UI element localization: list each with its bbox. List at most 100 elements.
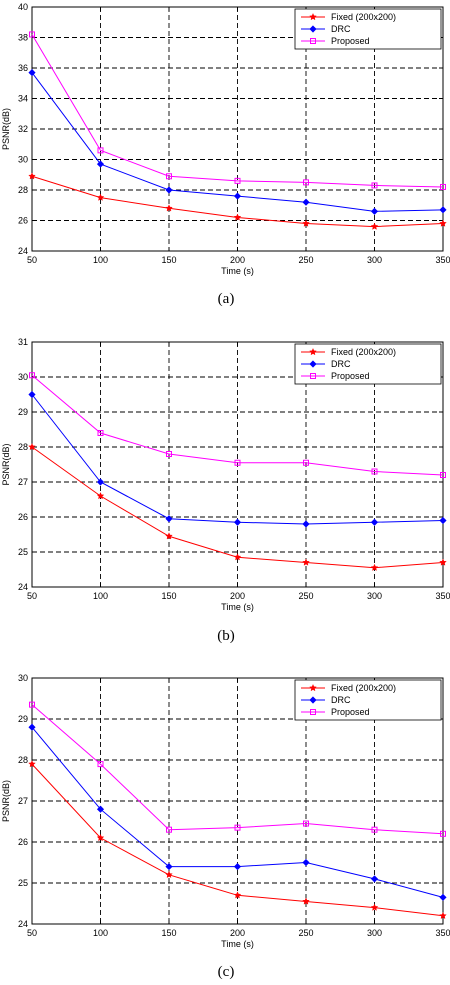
chart-a-y-tick-label-2: 28 (18, 185, 28, 195)
chart-c-caption: (c) (218, 964, 235, 980)
chart-a-x-ticks: 50 100 150 200 250 300 350 (27, 7, 450, 265)
chart-a-series-0-point-3 (233, 213, 242, 221)
chart-a-series-0-point-5 (370, 222, 379, 230)
chart-a-series-2-point-2 (166, 173, 172, 180)
chart-a-series-0-point-2 (165, 204, 173, 212)
chart-c-series-1-point-0 (28, 723, 36, 731)
chart-b-series-1-point-2 (165, 515, 173, 523)
chart-c-y-ticks: 24 25 26 27 28 29 30 (18, 673, 443, 929)
chart-a-series-2-point-5 (371, 182, 378, 189)
chart-a-legend-marker-1 (309, 25, 317, 33)
chart-c-series-2-point-5 (371, 826, 378, 833)
chart-a-series-0-point-0 (28, 172, 36, 180)
chart-c-y-tick-label-4: 28 (18, 755, 28, 765)
chart-c-y-tick-label-6: 30 (18, 673, 28, 683)
chart-a-series-2-point-6 (440, 183, 446, 190)
chart-b-series-0-point-4 (302, 558, 310, 566)
chart-c-x-tick-label-4: 250 (298, 928, 313, 938)
chart-c-legend-marker-1 (309, 696, 317, 704)
chart-c-series-0-point-5 (370, 903, 379, 911)
chart-b-x-tick-label-2: 150 (161, 591, 176, 601)
chart-a-y-tick-label-6: 36 (18, 63, 28, 73)
chart-a-y-axis-label: PSNR(dB) (1, 108, 11, 150)
chart-b-x-axis-label: Time (s) (221, 602, 254, 612)
chart-a-y-ticks: 24 26 28 30 32 34 36 38 40 (18, 2, 443, 256)
chart-b-series-2-point-3 (234, 459, 241, 466)
chart-b-x-tick-label-3: 200 (230, 591, 245, 601)
chart-b-series-line-2 (31, 374, 444, 476)
chart-c-x-ticks: 50 100 150 200 250 300 350 (27, 678, 450, 938)
chart-a-series-1-point-6 (439, 206, 447, 214)
chart-a-series-2-point-4 (303, 179, 309, 186)
chart-c-series-0-point-4 (302, 897, 310, 905)
chart-b-series-1-point-4 (302, 520, 310, 528)
chart-b-legend-label-0: Fixed (200x200) (331, 347, 396, 357)
chart-b-series-0-point-6 (439, 558, 447, 566)
chart-c-series-2-point-0 (29, 701, 35, 708)
chart-a-legend-marker-2 (310, 38, 316, 44)
chart-b-y-tick-label-4: 28 (18, 442, 28, 452)
chart-b-y-axis-label: PSNR(dB) (1, 443, 11, 485)
chart-c-y-tick-label-3: 27 (18, 796, 28, 806)
chart-b-y-tick-label-2: 26 (18, 512, 28, 522)
chart-b-series-0-point-3 (233, 553, 242, 561)
chart-c-series-2-point-4 (303, 820, 309, 827)
chart-a-x-tick-label-2: 150 (161, 255, 176, 265)
chart-b-series-2-point-6 (440, 472, 446, 478)
chart-b-y-tick-label-3: 27 (18, 477, 28, 487)
chart-b-series-0-point-0 (28, 442, 36, 451)
chart-c-series-1-point-2 (165, 863, 173, 871)
chart-b-series-2-point-5 (371, 468, 378, 475)
chart-b-y-tick-label-7: 31 (18, 337, 28, 347)
chart-c-series-2-point-2 (166, 826, 172, 833)
chart-c-series-0-point-2 (165, 870, 173, 879)
chart-b-series-2-point-0 (29, 372, 35, 379)
chart-b-x-ticks: 50 100 150 200 250 300 350 (27, 342, 450, 601)
chart-panel-c: 50 100 150 200 250 300 350 24 25 26 27 28 29 30 Fixe… (1, 673, 450, 980)
chart-a-series-0-point-4 (302, 219, 310, 227)
chart-c-y-axis-label: PSNR(dB) (1, 780, 11, 822)
chart-a-legend: Fixed (200x200) DRC Proposed (294, 8, 442, 50)
chart-a-series-1-point-0 (28, 69, 36, 77)
chart-b-series-1-point-6 (439, 516, 447, 525)
chart-c-legend: Fixed (200x200) DRC Proposed (294, 679, 442, 721)
chart-a-series-0-point-1 (96, 193, 105, 201)
chart-a-y-tick-label-1: 26 (18, 216, 28, 226)
chart-b-x-tick-label-0: 50 (27, 591, 37, 601)
chart-b-legend-label-1: DRC (331, 359, 351, 369)
chart-c-x-tick-label-6: 350 (435, 928, 450, 938)
chart-a-legend-label-0: Fixed (200x200) (331, 12, 396, 22)
chart-c-x-tick-label-5: 300 (367, 928, 382, 938)
chart-c-series-1-point-4 (302, 858, 310, 867)
chart-c-legend-label-0: Fixed (200x200) (331, 683, 396, 693)
chart-c-legend-label-1: DRC (331, 695, 351, 705)
chart-b-y-tick-label-6: 30 (18, 372, 28, 382)
chart-b-x-tick-label-4: 250 (298, 591, 313, 601)
chart-c-x-axis-label: Time (s) (221, 939, 254, 949)
chart-a-legend-label-1: DRC (331, 24, 351, 34)
chart-a-y-tick-label-3: 30 (18, 155, 28, 165)
chart-a-series-1-point-3 (233, 192, 242, 200)
chart-a-caption: (a) (218, 291, 235, 307)
chart-b-series-2-point-1 (97, 430, 104, 436)
chart-c-series-1-point-1 (96, 805, 105, 813)
chart-c-series-0-point-6 (439, 911, 447, 920)
chart-b-series-0-point-5 (370, 563, 379, 572)
chart-a-y-tick-label-5: 34 (18, 94, 28, 104)
chart-b-series-1-point-5 (370, 518, 379, 526)
chart-c-x-tick-label-0: 50 (27, 928, 37, 938)
chart-a-y-tick-label-7: 38 (18, 33, 28, 43)
chart-b-series (28, 372, 447, 572)
chart-c-series-line-2 (31, 704, 444, 835)
chart-a-series-1-point-2 (165, 186, 173, 194)
chart-c-y-tick-label-2: 26 (18, 837, 28, 847)
chart-b-y-tick-label-1: 25 (18, 547, 28, 557)
chart-a-x-tick-label-0: 50 (27, 255, 37, 265)
chart-a-series-line-1 (31, 72, 444, 212)
chart-b-x-tick-label-6: 350 (435, 591, 450, 601)
chart-a-x-tick-label-3: 200 (230, 255, 245, 265)
chart-c-series-1-point-6 (439, 893, 447, 901)
chart-b-caption: (b) (217, 628, 235, 644)
chart-c-series-1-point-3 (233, 863, 242, 871)
chart-b-series-0-point-2 (165, 532, 173, 540)
